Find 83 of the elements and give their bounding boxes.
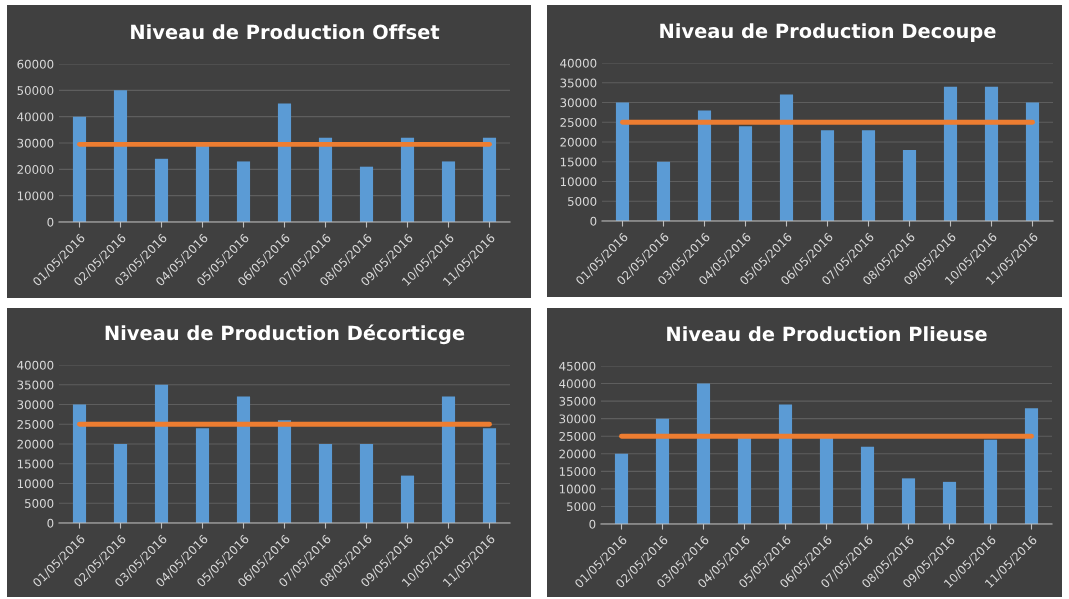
bar	[614, 453, 629, 524]
y-tick-label: 10000	[17, 479, 54, 489]
bar	[860, 446, 875, 524]
y-tick-label: 25000	[17, 419, 54, 429]
bar	[902, 149, 917, 221]
chart-title: Niveau de Production Plieuse	[667, 326, 987, 342]
bar	[779, 94, 794, 221]
bar	[656, 161, 671, 221]
y-tick-label: 10000	[559, 484, 596, 494]
y-tick-label: 10000	[17, 191, 54, 201]
chart-title: Niveau de Production Décorticge	[105, 324, 465, 345]
bar	[277, 103, 292, 222]
y-tick-label: 35000	[560, 78, 597, 88]
y-tick-label: 30000	[559, 414, 596, 424]
y-tick-label: 30000	[560, 98, 597, 108]
y-tick-label: 5000	[568, 196, 597, 206]
y-tick-label: 20000	[560, 137, 597, 147]
bar	[942, 481, 957, 524]
bar	[113, 90, 128, 222]
y-tick-label: 0	[47, 217, 54, 227]
bar	[983, 439, 998, 524]
bar	[113, 444, 128, 523]
bar	[655, 418, 670, 524]
y-tick-label: 40000	[560, 58, 597, 68]
bar	[1024, 408, 1039, 524]
chart-title: Niveau de Production Decoupe	[660, 23, 996, 43]
y-tick-label: 15000	[560, 157, 597, 167]
bar	[154, 384, 169, 523]
y-tick-label: 10000	[560, 177, 597, 187]
bar	[738, 126, 753, 221]
bar	[441, 396, 456, 523]
bar	[72, 404, 87, 523]
bar	[359, 166, 374, 222]
bar	[154, 158, 169, 222]
bar	[400, 137, 415, 222]
bar	[820, 130, 835, 221]
bar	[277, 420, 292, 523]
y-tick-label: 35000	[559, 396, 596, 406]
bar	[984, 86, 999, 221]
bar	[778, 404, 793, 524]
bar	[441, 161, 456, 222]
y-tick-label: 40000	[17, 112, 54, 122]
y-tick-label: 60000	[17, 59, 54, 69]
bar	[819, 436, 834, 524]
y-tick-label: 45000	[559, 361, 596, 371]
y-tick-label: 30000	[17, 400, 54, 410]
bar	[696, 383, 711, 524]
y-tick-label: 20000	[559, 449, 596, 459]
y-tick-label: 15000	[559, 467, 596, 476]
bar	[901, 478, 916, 524]
y-tick-label: 15000	[17, 459, 54, 469]
y-tick-label: 20000	[17, 439, 54, 449]
bar	[318, 137, 333, 222]
bar	[359, 444, 374, 523]
bar	[697, 110, 712, 221]
bar	[737, 436, 752, 524]
y-tick-label: 50000	[17, 86, 54, 95]
bar	[72, 116, 87, 222]
y-tick-label: 5000	[25, 498, 54, 508]
bar	[195, 428, 210, 523]
bar	[318, 444, 333, 523]
y-tick-label: 0	[589, 519, 596, 529]
y-tick-label: 25000	[559, 431, 596, 441]
y-tick-label: 0	[590, 216, 597, 226]
y-tick-label: 0	[47, 518, 54, 528]
bar	[1025, 102, 1040, 221]
bar	[236, 396, 251, 523]
bar	[482, 428, 497, 523]
chart-title: Niveau de Production Offset	[131, 24, 440, 40]
bar	[943, 86, 958, 221]
bar	[195, 145, 210, 222]
bar	[400, 475, 415, 523]
y-tick-label: 25000	[560, 117, 597, 127]
y-tick-label: 35000	[17, 380, 54, 390]
y-tick-label: 20000	[17, 165, 54, 174]
y-tick-label: 40000	[17, 360, 54, 370]
bar	[615, 102, 630, 221]
bar	[482, 137, 497, 222]
y-tick-label: 40000	[559, 379, 596, 389]
bar	[861, 130, 876, 221]
bar	[236, 161, 251, 222]
y-tick-label: 5000	[567, 502, 596, 512]
y-tick-label: 30000	[17, 138, 54, 148]
